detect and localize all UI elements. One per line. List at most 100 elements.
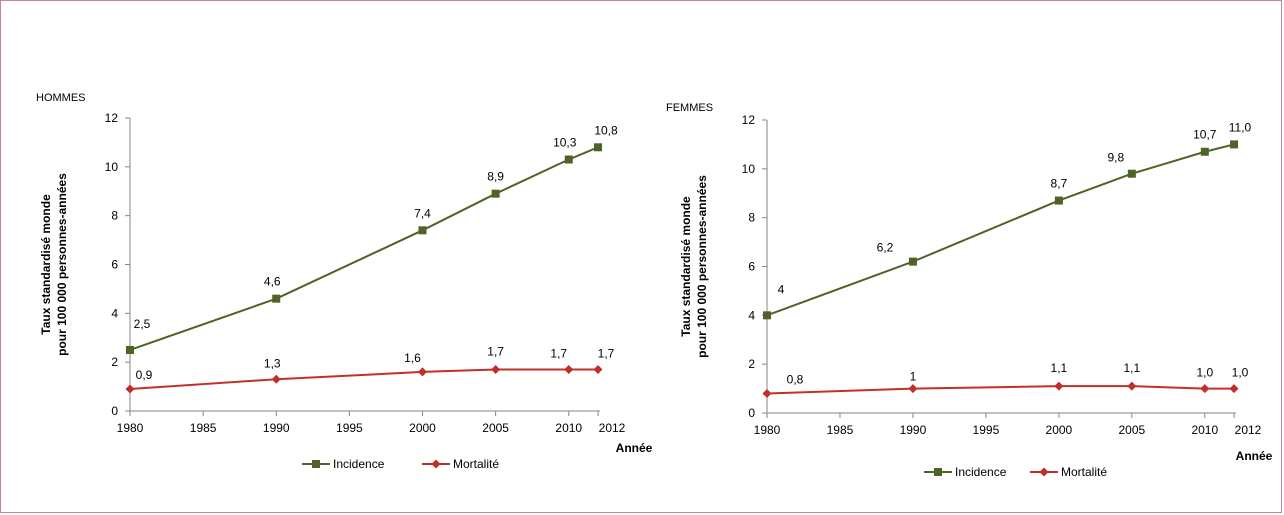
- legend-label: Mortalité: [1061, 465, 1107, 479]
- data-point-mortalite: [1229, 384, 1239, 394]
- data-point-incidence: [1054, 196, 1063, 205]
- data-label-mortalite: 1,1: [1124, 361, 1141, 375]
- data-point-incidence: [491, 189, 500, 198]
- data-label-mortalite: 1,7: [487, 344, 504, 358]
- data-point-mortalite: [564, 364, 574, 374]
- data-point-incidence: [1230, 140, 1238, 149]
- data-label-mortalite: 1,1: [1051, 361, 1068, 375]
- series-line-incidence: [766, 143, 1235, 317]
- x-tick-label: 2012: [1235, 423, 1262, 437]
- data-point-mortalite: [491, 364, 501, 374]
- legend-item-mortalite: Mortalité: [422, 457, 499, 471]
- data-label-mortalite: 1,3: [264, 356, 281, 370]
- y-tick-label: 0: [748, 406, 755, 420]
- data-point-incidence: [564, 155, 573, 164]
- chart-hommes: HOMMES Taux standardisé monde pour 100 000…: [36, 92, 653, 471]
- y-tick-label: 4: [111, 306, 118, 320]
- x-tick-label: 2012: [599, 421, 626, 435]
- legend-marker: [431, 459, 441, 469]
- data-label-incidence: 8,9: [487, 170, 504, 184]
- data-point-incidence: [763, 311, 771, 320]
- x-tick-label: 1980: [117, 421, 144, 435]
- legend-marker: [312, 460, 320, 468]
- data-point-mortalite: [1127, 381, 1137, 391]
- y-axis-label-line2: pour 100 000 personnes-années: [695, 175, 709, 358]
- chart-title: HOMMES: [36, 92, 86, 104]
- data-point-incidence: [908, 257, 917, 266]
- legend-item-incidence: Incidence: [302, 457, 385, 471]
- data-label-incidence: 4: [778, 282, 785, 296]
- data-point-incidence: [418, 226, 427, 235]
- x-tick-label: 2005: [482, 421, 509, 435]
- chart-femmes: FEMMES Taux standardisé monde pour 100 000…: [666, 102, 1273, 479]
- data-label-incidence: 8,7: [1051, 177, 1068, 191]
- series-line-incidence: [129, 146, 599, 351]
- data-label-incidence: 10,8: [594, 123, 618, 137]
- y-tick-label: 6: [748, 260, 755, 274]
- x-tick-label: 2010: [555, 421, 582, 435]
- x-axis-label: Année: [616, 441, 653, 455]
- data-point-mortalite: [271, 374, 281, 384]
- data-point-mortalite: [593, 364, 603, 374]
- x-tick-label: 1995: [973, 423, 1000, 437]
- data-label-incidence: 11,0: [1229, 120, 1252, 134]
- y-tick-label: 10: [105, 160, 119, 174]
- y-tick-label: 8: [748, 211, 755, 225]
- data-point-mortalite: [908, 384, 918, 394]
- data-label-mortalite: 1,0: [1196, 366, 1213, 380]
- data-label-mortalite: 1,7: [598, 346, 615, 360]
- data-label-incidence: 6,2: [877, 241, 894, 255]
- data-label-incidence: 9,8: [1108, 151, 1125, 165]
- data-point-incidence: [1200, 147, 1209, 156]
- x-tick-label: 1990: [263, 421, 290, 435]
- y-tick-label: 12: [742, 113, 756, 127]
- legend-item-incidence: Incidence: [924, 465, 1007, 479]
- y-tick-label: 12: [105, 111, 119, 125]
- y-tick-label: 0: [111, 404, 118, 418]
- y-tick-label: 10: [742, 162, 756, 176]
- x-tick-label: 1985: [827, 423, 854, 437]
- x-tick-label: 1995: [336, 421, 363, 435]
- y-tick-label: 2: [111, 355, 118, 369]
- y-tick-label: 6: [111, 258, 118, 272]
- data-label-mortalite: 1,0: [1232, 366, 1249, 380]
- data-label-incidence: 4,6: [264, 275, 281, 289]
- y-axis-label-line2: pour 100 000 personnes-années: [55, 173, 69, 356]
- x-axis-label: Année: [1236, 449, 1273, 463]
- x-tick-label: 1985: [190, 421, 217, 435]
- data-point-mortalite: [418, 367, 427, 377]
- series-line-mortalite: [129, 368, 598, 391]
- legend-label: Mortalité: [453, 457, 499, 471]
- x-tick-label: 2005: [1118, 423, 1145, 437]
- series-line-mortalite: [766, 385, 1234, 395]
- y-tick-label: 2: [748, 357, 755, 371]
- data-point-incidence: [594, 143, 602, 152]
- chart-title: FEMMES: [666, 102, 713, 114]
- data-point-mortalite: [125, 384, 135, 394]
- y-tick-label: 8: [111, 209, 118, 223]
- data-label-mortalite: 0,8: [787, 372, 804, 386]
- data-point-incidence: [126, 345, 134, 354]
- x-tick-label: 1990: [900, 423, 927, 437]
- legend-label: Incidence: [955, 465, 1007, 479]
- x-tick-label: 2000: [409, 421, 436, 435]
- legend-item-mortalite: Mortalité: [1030, 465, 1107, 479]
- y-tick-label: 4: [748, 308, 755, 322]
- y-axis-label-line1: Taux standardisé monde: [39, 194, 53, 335]
- data-label-mortalite: 1,6: [404, 351, 421, 365]
- legend-marker: [934, 468, 942, 476]
- data-label-mortalite: 1: [910, 370, 917, 384]
- x-tick-label: 2010: [1191, 423, 1218, 437]
- data-label-mortalite: 0,9: [136, 368, 153, 382]
- data-label-incidence: 10,3: [553, 136, 577, 150]
- y-axis-label-line1: Taux standardisé monde: [679, 196, 693, 337]
- data-label-incidence: 2,5: [134, 317, 151, 331]
- data-label-incidence: 7,4: [414, 206, 431, 220]
- data-label-mortalite: 1,7: [550, 346, 567, 360]
- legend-label: Incidence: [333, 457, 385, 471]
- data-point-incidence: [1127, 169, 1136, 178]
- x-tick-label: 1980: [754, 423, 781, 437]
- x-tick-label: 2000: [1046, 423, 1073, 437]
